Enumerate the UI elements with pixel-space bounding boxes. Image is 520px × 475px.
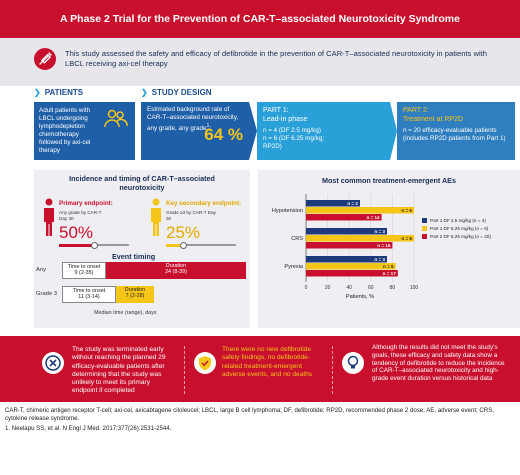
conclusion-3: Although the results did not meet the st…	[372, 344, 505, 383]
footnote-marker: 1	[206, 123, 210, 129]
legend-swatch	[422, 217, 427, 223]
part1-line3: RP2D)	[263, 143, 282, 150]
incidence-title: Incidence and timing of CAR-T–associated…	[69, 174, 215, 192]
secondary-endpoint-pct: 25%	[166, 223, 201, 242]
legend-item: Part 1 DF 2.5 mg/kg (n = 4)	[422, 216, 491, 224]
bar-data-label: n = 6	[401, 236, 412, 241]
duration-any: Duration 24 (8-39)	[106, 262, 246, 279]
background-rate-text: Estimated background rate of CAR-T–assoc…	[147, 106, 239, 133]
x-tick-label: 80	[390, 285, 396, 291]
bar	[306, 263, 396, 270]
part1-title: PART 1:	[263, 107, 289, 114]
reference-footnote: 1. Neelapu SS, et al. N Engl J Med. 2017…	[5, 425, 172, 432]
ae-title: Most common treatment-emergent AEs	[322, 176, 456, 185]
part1-line1: n = 4 (DF 2.5 mg/kg)	[263, 127, 321, 134]
category-label: Pyrexia	[284, 264, 304, 270]
part1-subtitle: Lead-in phase	[263, 116, 308, 123]
incidence-panel: Incidence and timing of CAR-T–associated…	[34, 170, 250, 328]
bar	[306, 256, 387, 263]
study-design-heading: ❯ STUDY DESIGN	[141, 88, 212, 97]
primary-endpoint-sub: Any grade by CAR-T Day 30	[59, 210, 102, 221]
background-rate-value: 64 %	[204, 125, 243, 145]
legend-item: Part 2 DF 6.25 mg/kg (n = 20)	[422, 232, 491, 240]
person-icon-red	[42, 198, 56, 243]
bar	[306, 214, 382, 221]
intro-band	[0, 38, 520, 86]
legend-swatch	[422, 233, 427, 239]
secondary-endpoint-sub: Grade ≥3 by CAR-T Day 30	[166, 210, 216, 221]
part2-box: PART 2: Treatment at RP2D n = 20 efficac…	[397, 102, 515, 160]
legend-item: Part 1 DF 6.25 mg/kg (n = 6)	[422, 224, 491, 232]
ae-bar-chart: 0 20 40 60 80 100 Patients, % Hypotension n = 2 n…	[272, 194, 419, 300]
conclusion-2: There were no new defibrotide safety fin…	[222, 346, 313, 378]
ae-legend: Part 1 DF 2.5 mg/kg (n = 4) Part 1 DF 6.…	[422, 216, 491, 240]
bar-data-label: n = 3	[374, 257, 385, 262]
category-label: Hypotension	[272, 208, 303, 214]
bar	[306, 228, 387, 235]
people-icon	[103, 108, 129, 130]
part1-line2: n = 6 (DF 6.25 mg/kg;	[263, 135, 325, 142]
secondary-progress-bar	[166, 241, 236, 249]
part2-subtitle: Treatment at RP2D	[403, 116, 464, 123]
arrow-connector	[390, 102, 397, 160]
duration-grade3: Duration 7 (2-28)	[116, 286, 154, 303]
background-rate-box: Estimated background rate of CAR-T–assoc…	[141, 102, 249, 160]
event-timing-title: Event timing	[112, 252, 156, 261]
patients-box: Adult patients with LBCL undergoing lymp…	[34, 102, 135, 160]
x-tick-label: 100	[410, 285, 419, 291]
secondary-endpoint-label: Key secondary endpoint:	[166, 200, 242, 207]
bar-data-label: n = 6	[401, 208, 412, 213]
row-label-grade3: Grade 3	[36, 291, 57, 297]
conclusion-1: The study was terminated early without r…	[72, 346, 166, 395]
close-icon	[42, 352, 64, 374]
person-icon-yellow	[149, 198, 163, 243]
x-tick-label: 0	[305, 285, 308, 291]
row-label-any: Any	[36, 267, 46, 273]
shield-icon	[194, 352, 216, 374]
title-banner: A Phase 2 Trial for the Prevention of CA…	[0, 0, 520, 38]
bar	[306, 207, 414, 214]
bar-data-label: n = 2	[347, 201, 358, 206]
primary-endpoint-pct: 50%	[59, 223, 94, 242]
primary-endpoint-label: Primary endpoint:	[59, 200, 113, 207]
bar	[306, 200, 360, 207]
bar-data-label: n = 17	[383, 271, 397, 276]
onset-any: Time to onset 9 (2-35)	[62, 262, 106, 279]
x-tick-label: 20	[325, 285, 331, 291]
bar	[306, 235, 414, 242]
bar-data-label: n = 5	[383, 264, 394, 269]
bar-data-label: n = 16	[377, 243, 391, 248]
abbreviations-footnote: CAR-T, chimeric antigen receptor T-cell;…	[5, 407, 494, 422]
legend-swatch	[422, 225, 427, 231]
arrow-connector	[249, 102, 257, 160]
part1-box: PART 1: Lead-in phase n = 4 (DF 2.5 mg/k…	[257, 102, 390, 160]
chevron-right-icon: ❯	[34, 88, 41, 97]
bar-data-label: n = 14	[366, 215, 380, 220]
divider	[332, 346, 333, 394]
bar-data-label: n = 3	[374, 229, 385, 234]
x-axis-label: Patients, %	[346, 294, 374, 300]
syringe-icon	[34, 48, 56, 70]
page-title: A Phase 2 Trial for the Prevention of CA…	[60, 13, 460, 25]
ae-panel: Most common treatment-emergent AEs 0 20 40…	[258, 170, 520, 328]
primary-progress-bar	[59, 241, 129, 249]
bar	[306, 270, 398, 277]
patients-heading: ❯ PATIENTS	[34, 88, 84, 97]
conclusions-band	[0, 336, 520, 402]
bar	[306, 242, 393, 249]
chevron-right-icon: ❯	[141, 88, 148, 97]
onset-grade3: Time to onset 11 (3-14)	[62, 286, 116, 303]
divider	[184, 346, 185, 394]
x-tick-label: 40	[346, 285, 352, 291]
timing-caption: Median time (range), days	[94, 310, 157, 316]
part2-text: n = 20 efficacy-evaluable patients (incl…	[403, 127, 506, 142]
lightbulb-icon	[342, 352, 364, 374]
part2-title: PART 2:	[403, 107, 429, 114]
patients-text: Adult patients with LBCL undergoing lymp…	[39, 107, 91, 154]
intro-text: This study assessed the safety and effic…	[65, 49, 487, 68]
category-label: CRS	[291, 236, 303, 242]
x-tick-label: 60	[368, 285, 374, 291]
